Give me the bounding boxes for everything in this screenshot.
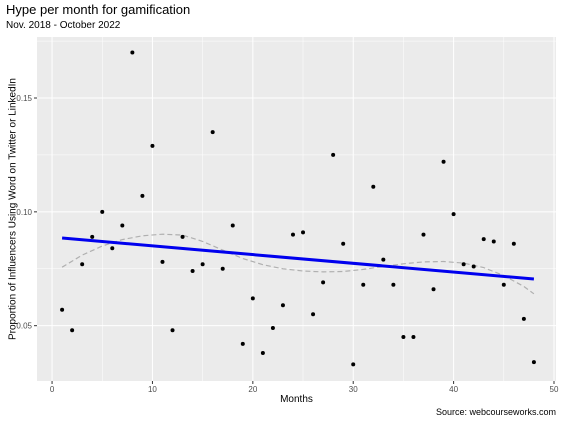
data-point — [431, 287, 436, 292]
data-point — [240, 341, 245, 346]
data-points — [60, 50, 536, 367]
chart-subtitle: Nov. 2018 - October 2022 — [6, 20, 121, 31]
x-tick-label: 40 — [449, 385, 458, 394]
data-point — [341, 241, 346, 246]
data-point — [301, 230, 306, 235]
data-point — [250, 296, 255, 301]
data-point — [371, 184, 376, 189]
data-point — [481, 237, 486, 242]
data-point — [60, 307, 65, 312]
data-point — [220, 266, 225, 271]
data-point — [170, 328, 175, 333]
data-point — [511, 241, 516, 246]
x-axis-ticks: 0 10 20 30 40 50 — [50, 381, 559, 394]
data-point — [531, 360, 536, 365]
data-point — [80, 262, 85, 267]
data-point — [361, 282, 366, 287]
chart-title: Hype per month for gamification — [6, 2, 191, 17]
data-point — [321, 280, 326, 285]
linear-trend-line — [61, 236, 535, 281]
data-point — [120, 223, 125, 228]
data-point — [160, 259, 165, 264]
data-point — [260, 350, 265, 355]
data-point — [180, 234, 185, 239]
y-tick-label: 0.10 — [16, 208, 32, 217]
data-point — [270, 325, 275, 330]
source-caption: Source: webcourseworks.com — [435, 407, 556, 417]
x-tick-label: 0 — [50, 385, 55, 394]
x-tick-label: 30 — [349, 385, 358, 394]
data-point — [471, 264, 476, 269]
data-point — [311, 312, 316, 317]
data-point — [331, 152, 336, 157]
y-tick-label: 0.05 — [16, 322, 32, 331]
data-point — [150, 143, 155, 148]
data-point — [381, 257, 386, 262]
plot-panel — [37, 37, 556, 381]
data-point — [401, 335, 406, 340]
data-point — [230, 223, 235, 228]
data-point — [461, 262, 466, 267]
data-point — [90, 234, 95, 239]
data-point — [351, 362, 356, 367]
y-tick-label: 0.15 — [16, 94, 32, 103]
data-point — [140, 193, 145, 198]
major-gridlines — [37, 37, 556, 381]
data-point — [441, 159, 446, 164]
data-point — [411, 335, 416, 340]
x-tick-label: 20 — [248, 385, 257, 394]
data-point — [391, 282, 396, 287]
data-point — [130, 50, 135, 55]
data-point — [451, 212, 456, 217]
data-point — [421, 232, 426, 237]
data-point — [200, 262, 205, 267]
y-axis-title: Proportion of Influencers Using Word on … — [8, 78, 19, 340]
x-tick-label: 10 — [148, 385, 157, 394]
data-point — [491, 239, 496, 244]
data-point — [110, 246, 115, 251]
minor-gridlines — [37, 37, 556, 381]
data-point — [190, 269, 195, 274]
x-axis-title: Months — [280, 394, 313, 405]
x-tick-label: 50 — [550, 385, 559, 394]
data-point — [100, 209, 105, 214]
y-axis-ticks: 0.05 0.10 0.15 — [16, 94, 37, 331]
data-point — [501, 282, 506, 287]
data-point — [290, 232, 295, 237]
data-point — [210, 130, 215, 135]
data-point — [280, 303, 285, 308]
data-point — [70, 328, 75, 333]
data-point — [521, 316, 526, 321]
